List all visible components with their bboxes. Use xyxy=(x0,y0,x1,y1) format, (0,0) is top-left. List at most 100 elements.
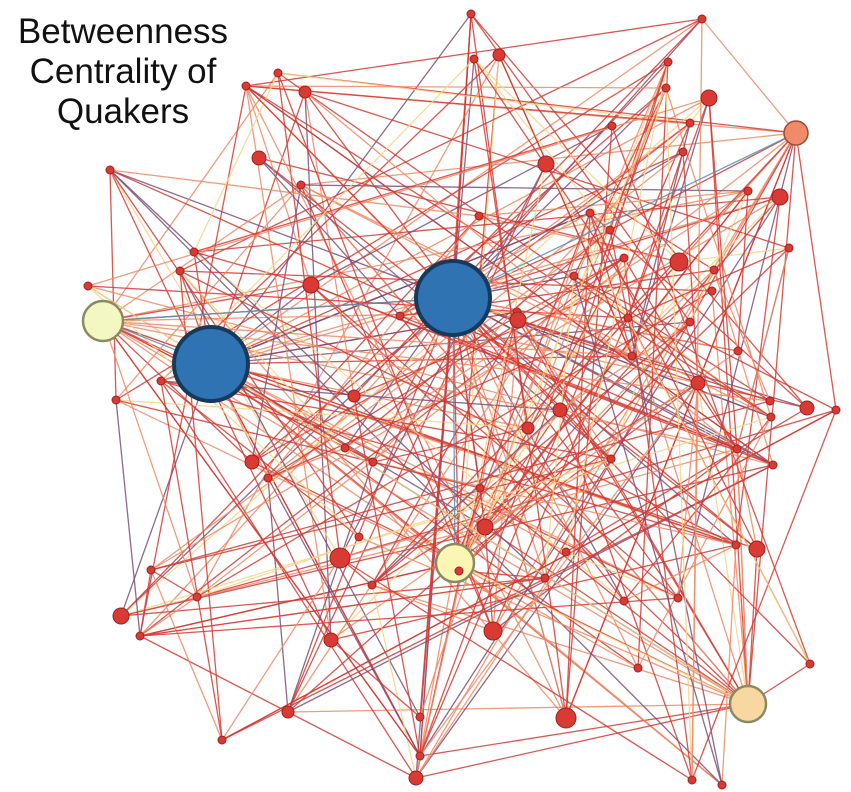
network-edge xyxy=(102,320,253,463)
network-edge xyxy=(277,72,691,124)
network-edge xyxy=(415,551,567,779)
network-node xyxy=(281,705,295,719)
network-node xyxy=(561,547,571,557)
network-node xyxy=(540,573,550,583)
network-edge xyxy=(210,321,691,365)
network-edge xyxy=(372,122,691,463)
network-edge xyxy=(372,427,529,463)
network-edge xyxy=(102,297,454,322)
network-node xyxy=(156,376,166,386)
network-edge xyxy=(747,548,758,705)
network-edge xyxy=(711,290,749,705)
network-node xyxy=(146,565,156,575)
network-edge xyxy=(559,409,693,781)
network-node xyxy=(569,271,579,281)
network-edge xyxy=(452,297,772,418)
network-edge xyxy=(371,584,749,705)
network-edge xyxy=(627,151,684,319)
network-edge xyxy=(139,562,456,637)
network-edge xyxy=(193,125,613,253)
network-edge xyxy=(623,257,693,781)
network-edge xyxy=(310,125,613,286)
network-edge xyxy=(102,72,279,322)
network-edge xyxy=(721,544,737,786)
network-node xyxy=(135,631,145,641)
network-node xyxy=(367,580,377,590)
network-edge xyxy=(267,247,790,479)
network-edge xyxy=(454,562,749,705)
edge-layer xyxy=(87,13,837,786)
network-node xyxy=(476,518,494,536)
network-edge xyxy=(258,157,680,263)
network-edge xyxy=(399,315,738,450)
network-edge xyxy=(139,635,417,779)
network-edge xyxy=(637,416,772,669)
network-node xyxy=(585,208,595,218)
network-node xyxy=(784,243,794,253)
network-edge xyxy=(210,355,633,365)
network-node xyxy=(83,281,93,291)
title-line-2: Centrality of xyxy=(29,52,217,91)
network-edge xyxy=(160,380,223,741)
network-node xyxy=(697,14,707,24)
network-node xyxy=(633,663,643,673)
network-node xyxy=(717,780,727,790)
network-edge xyxy=(454,562,639,669)
network-edge xyxy=(677,132,797,599)
network-edge xyxy=(565,212,591,719)
network-node xyxy=(475,483,485,493)
network-node xyxy=(217,735,227,745)
network-edge xyxy=(544,275,575,579)
network-edge xyxy=(310,284,679,599)
network-edge xyxy=(473,58,680,263)
network-edge xyxy=(287,562,456,713)
network-node xyxy=(619,253,629,263)
network-edge xyxy=(245,85,667,89)
network-node xyxy=(105,165,115,175)
network-edge xyxy=(160,380,360,538)
network-edge xyxy=(210,363,421,757)
network-node xyxy=(483,621,503,641)
network-edge xyxy=(287,464,774,713)
network-edge xyxy=(678,247,790,263)
network-edge xyxy=(245,18,703,87)
network-node xyxy=(273,68,283,78)
network-edge xyxy=(193,72,279,253)
network-edge xyxy=(559,409,811,665)
network-edge xyxy=(150,569,198,598)
network-edge xyxy=(565,407,808,553)
network-edge xyxy=(109,169,454,299)
network-edge xyxy=(221,464,774,741)
network-edge xyxy=(300,184,749,192)
network-node xyxy=(347,389,361,403)
network-edge xyxy=(735,196,781,546)
network-edge xyxy=(277,72,341,559)
network-edge xyxy=(251,184,302,463)
network-node xyxy=(192,592,202,602)
network-node xyxy=(298,85,312,99)
network-edge xyxy=(245,85,772,418)
network-edge xyxy=(221,557,341,741)
network-node xyxy=(733,346,743,356)
network-edge xyxy=(484,458,612,528)
network-node xyxy=(766,412,776,422)
network-node xyxy=(189,247,199,257)
network-edge xyxy=(115,184,302,401)
network-node xyxy=(466,9,476,19)
network-edge xyxy=(139,569,152,637)
network-node xyxy=(728,684,768,724)
network-node xyxy=(329,547,351,569)
network-node xyxy=(296,180,306,190)
network-node xyxy=(469,54,479,64)
network-edge xyxy=(478,215,680,263)
network-node xyxy=(678,147,688,157)
network-node xyxy=(415,751,425,761)
network-edge xyxy=(344,190,749,449)
network-node xyxy=(732,444,742,454)
network-edge xyxy=(473,58,611,231)
network-node xyxy=(323,632,339,648)
network-node xyxy=(340,443,350,453)
node-layer xyxy=(81,9,841,790)
network-edge xyxy=(330,544,737,641)
network-edge xyxy=(150,400,771,571)
